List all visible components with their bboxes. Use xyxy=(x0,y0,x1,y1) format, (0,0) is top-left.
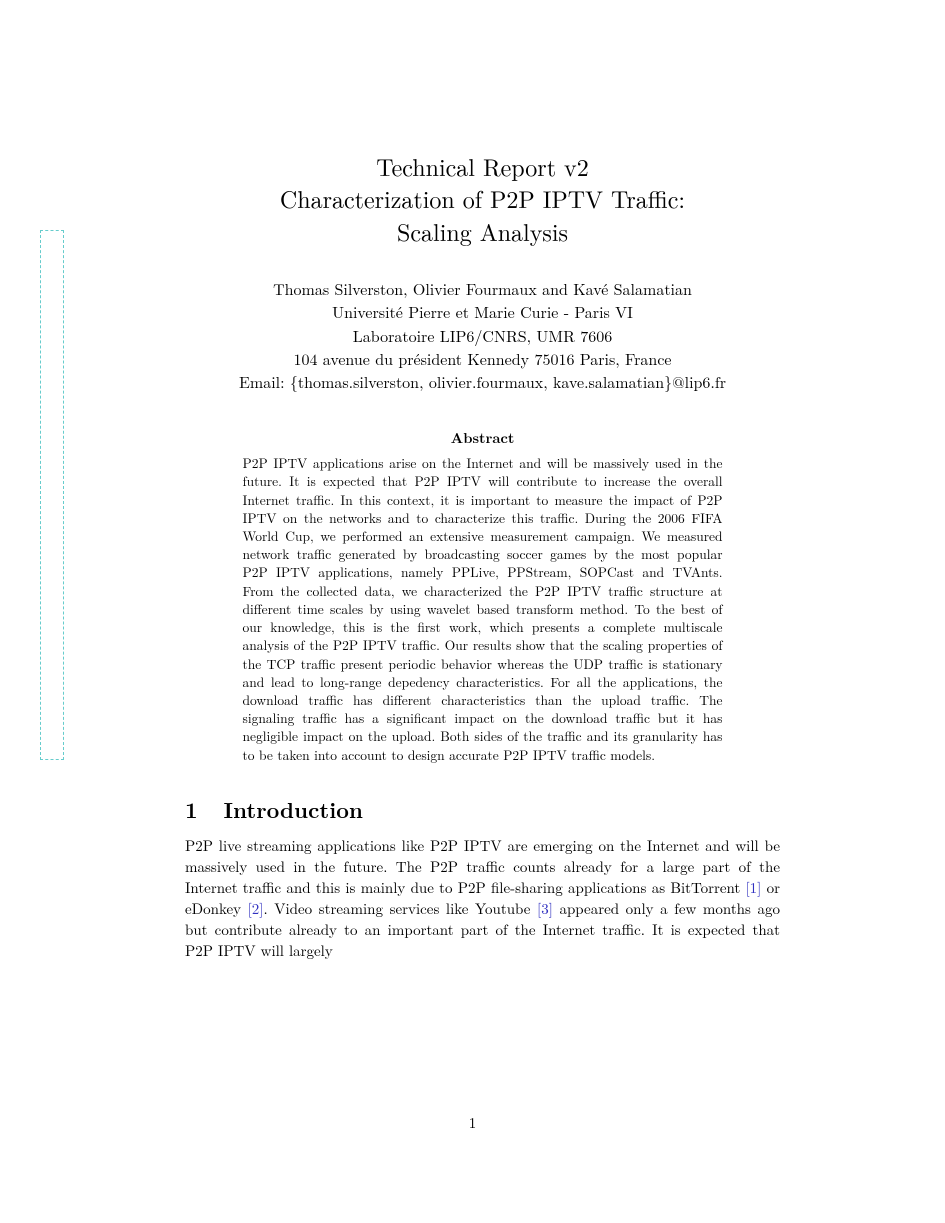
intro-text-1: P2P live streaming applications like P2P… xyxy=(185,835,780,898)
citation-3[interactable]: [3] xyxy=(537,898,553,919)
title-line-2: Characterization of P2P IPTV Traffic: xyxy=(185,182,780,214)
section-title: Introduction xyxy=(223,794,362,825)
citation-2[interactable]: [2] xyxy=(248,898,264,919)
page: Technical Report v2 Characterization of … xyxy=(0,0,945,1223)
section-heading-introduction: 1 Introduction xyxy=(185,794,780,825)
citation-1[interactable]: [1] xyxy=(746,877,762,898)
intro-text-3: . Video streaming services like Youtube xyxy=(263,898,537,919)
abstract-text: P2P IPTV applications arise on the Inter… xyxy=(243,454,723,764)
authors-names: Thomas Silverston, Olivier Fourmaux and … xyxy=(185,277,780,300)
authors-block: Thomas Silverston, Olivier Fourmaux and … xyxy=(185,277,780,393)
authors-affiliation-2: Laboratoire LIP6/CNRS, UMR 7606 xyxy=(185,324,780,347)
abstract-block: Abstract P2P IPTV applications arise on … xyxy=(243,428,723,764)
authors-address: 104 avenue du président Kennedy 75016 Pa… xyxy=(185,347,780,370)
title-line-3: Scaling Analysis xyxy=(185,215,780,247)
section-number: 1 xyxy=(185,794,215,825)
page-number: 1 xyxy=(0,1112,945,1133)
authors-affiliation-1: Université Pierre et Marie Curie - Paris… xyxy=(185,300,780,323)
abstract-heading: Abstract xyxy=(243,428,723,448)
intro-paragraph: P2P live streaming applications like P2P… xyxy=(185,835,780,961)
title-block: Technical Report v2 Characterization of … xyxy=(185,150,780,247)
authors-email: Email: {thomas.silverston, olivier.fourm… xyxy=(185,370,780,393)
title-line-1: Technical Report v2 xyxy=(185,150,780,182)
